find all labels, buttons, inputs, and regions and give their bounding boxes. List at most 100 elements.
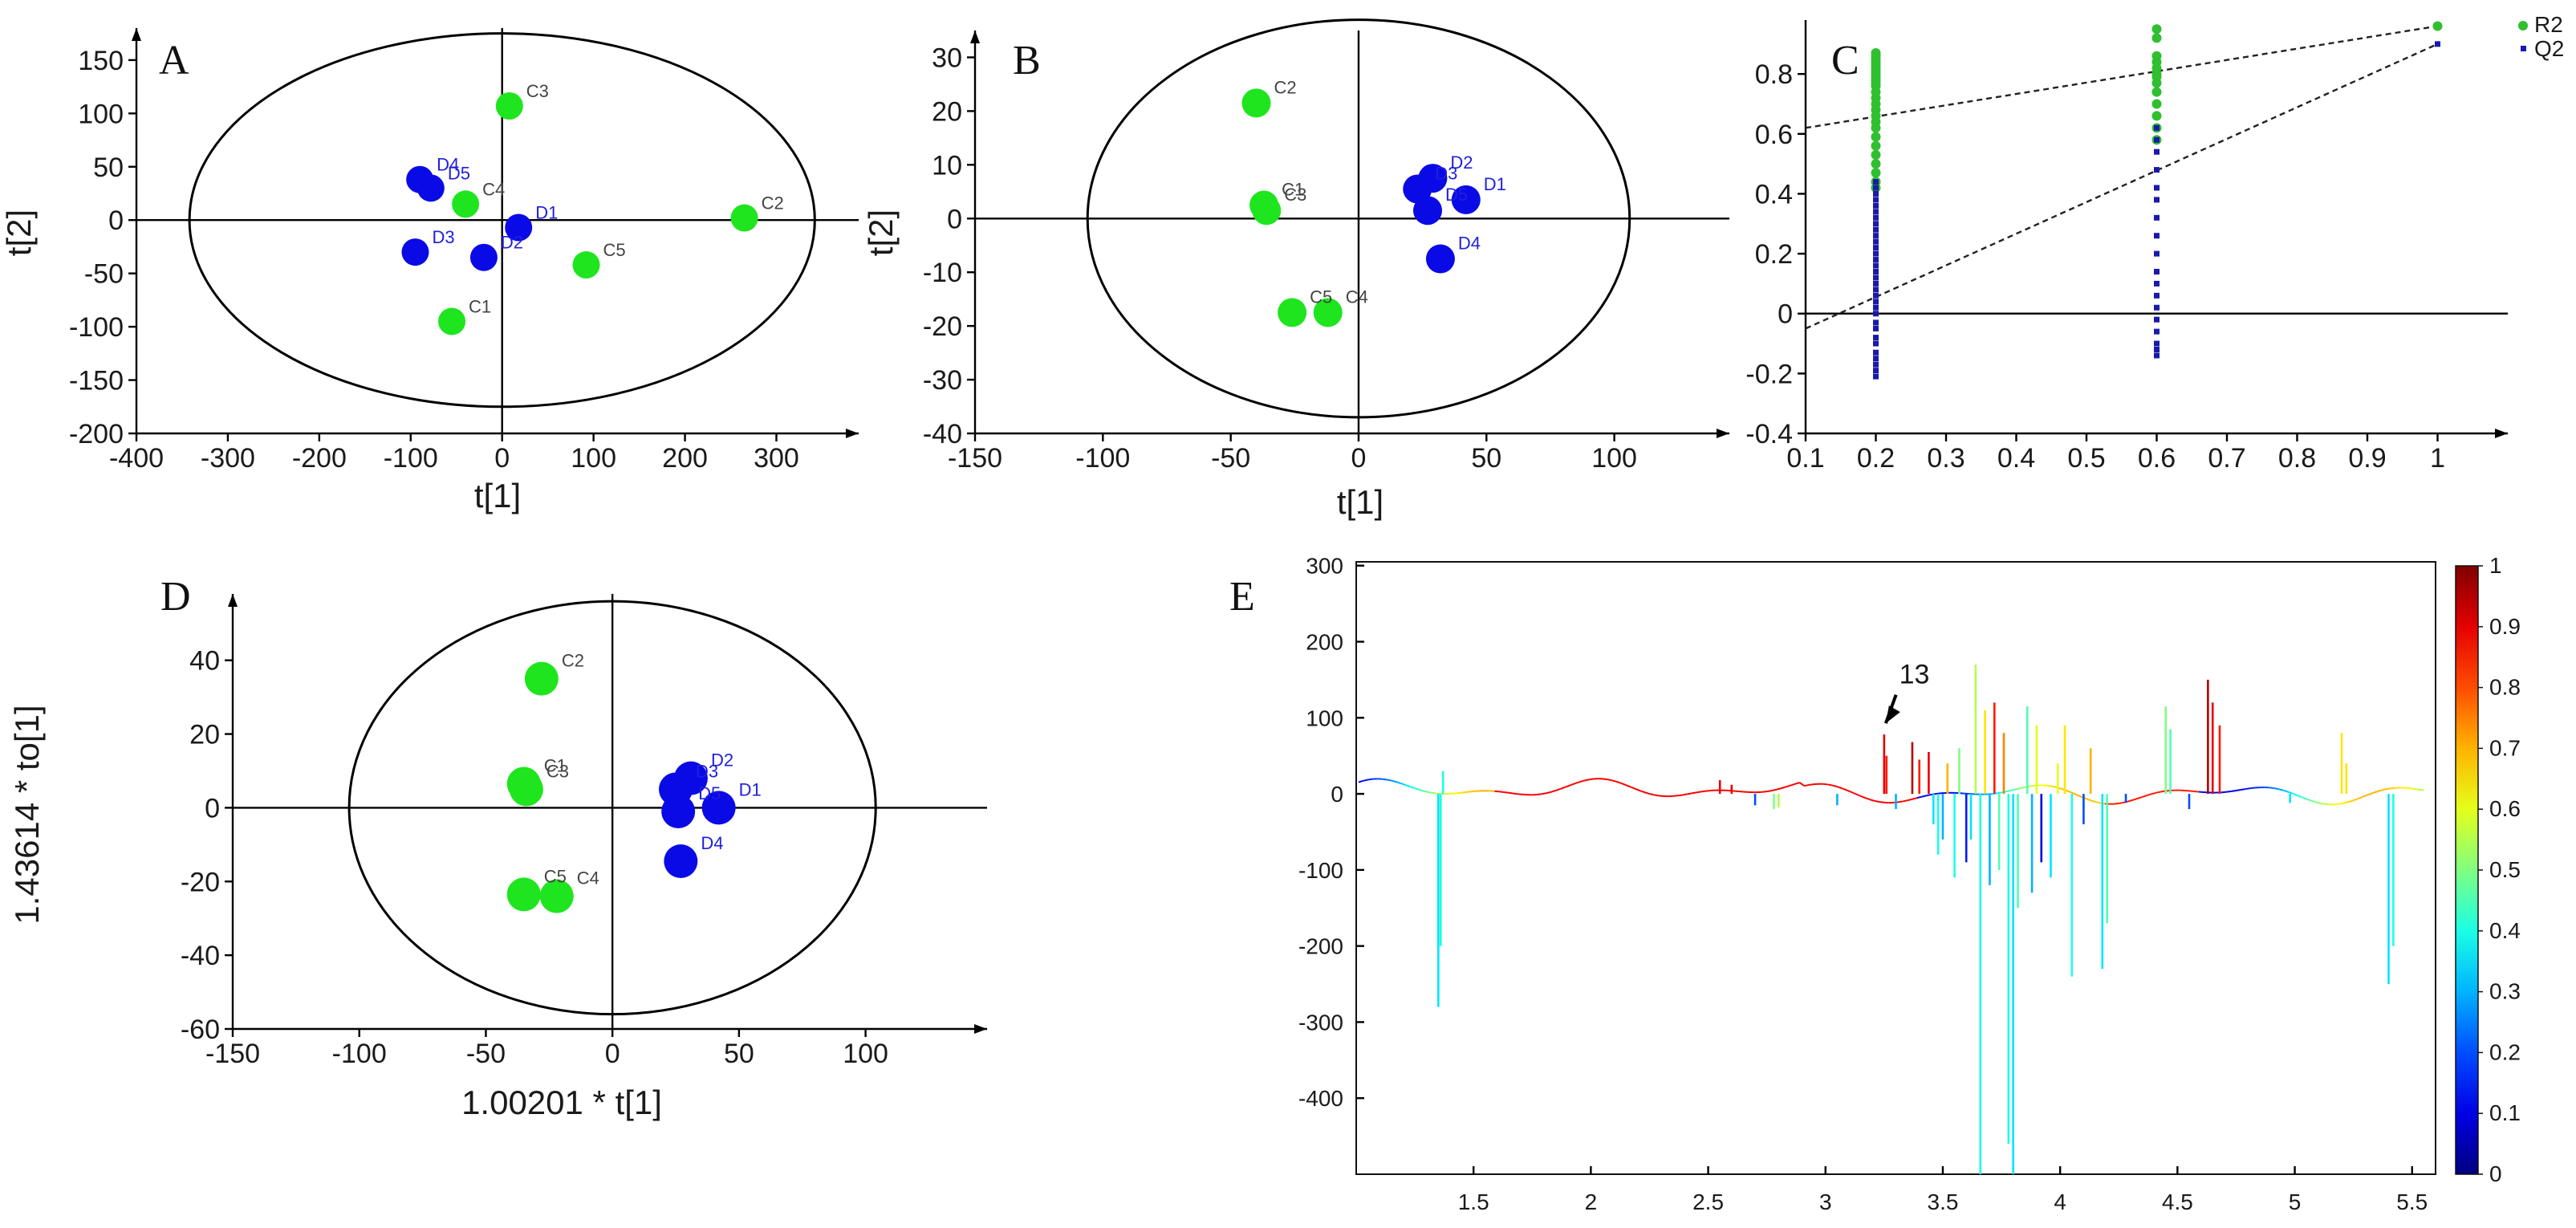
x-tick-label: 0.6 — [2138, 443, 2176, 474]
baseline-segment — [2414, 787, 2420, 791]
x-tick-label: -100 — [332, 1039, 387, 1069]
sample-label: C3 — [526, 81, 549, 101]
x-tick-label: -150 — [948, 443, 1002, 474]
r2-point — [1871, 48, 1881, 59]
baseline-segment — [2155, 791, 2162, 794]
colorbar-tick-label: 0 — [2489, 1161, 2502, 1186]
q2-point — [1873, 185, 1879, 191]
q2-point — [2154, 197, 2160, 203]
sample-point-c3 — [495, 92, 523, 120]
sample-point-c2 — [730, 204, 758, 232]
baseline-segment — [1546, 791, 1551, 795]
y-tick-label: 20 — [932, 96, 962, 127]
sample-label: C2 — [762, 193, 784, 213]
sample-point-d1 — [701, 791, 736, 825]
baseline-segment — [2076, 794, 2082, 798]
baseline-segment — [2287, 791, 2293, 795]
baseline-segment — [1822, 783, 1828, 786]
baseline-segment — [2090, 799, 2096, 803]
baseline-segment — [1921, 795, 1927, 798]
y-axis-title: t[2] — [862, 209, 900, 256]
y-axis-title: t[2] — [0, 209, 38, 256]
sample-point-d5 — [416, 174, 445, 202]
panel-letter: D — [160, 574, 191, 620]
r2-point — [1871, 168, 1881, 178]
sample-point-c4 — [452, 190, 480, 218]
baseline-segment — [1696, 791, 1701, 794]
q2-point — [1873, 179, 1879, 185]
r2-point — [2151, 51, 2162, 61]
y-axis-arrow — [132, 28, 141, 41]
q2-point — [2154, 280, 2160, 287]
q2-point — [1873, 373, 1879, 380]
q2-point — [1873, 233, 1879, 239]
y-tick-label: 0 — [1331, 782, 1343, 807]
baseline-segment — [1644, 791, 1650, 795]
baseline-segment — [2297, 794, 2302, 799]
sample-point-c2 — [524, 661, 559, 696]
y-tick-label: 200 — [1306, 630, 1343, 655]
baseline-segment — [1912, 797, 1918, 800]
q2-point — [1873, 287, 1879, 293]
y-axis-arrow — [970, 30, 980, 43]
x-tick-label: 0.4 — [1997, 443, 2035, 474]
q2-point — [2154, 185, 2160, 191]
baseline-segment — [1841, 787, 1847, 791]
q2-point — [1873, 335, 1879, 341]
baseline-segment — [2010, 788, 2016, 791]
x-tick-label: 300 — [754, 443, 799, 474]
y-tick-label: -30 — [923, 365, 962, 396]
x-tick-label: 100 — [843, 1039, 888, 1069]
y-tick-label: -200 — [1298, 934, 1343, 959]
baseline-segment — [1903, 799, 1908, 803]
baseline-segment — [2095, 801, 2101, 804]
baseline-segment — [1363, 779, 1368, 782]
baseline-segment — [1382, 778, 1388, 781]
x-tick-label: 0 — [605, 1039, 620, 1069]
y-tick-label: 100 — [78, 99, 124, 129]
baseline-segment — [2127, 799, 2134, 803]
colorbar-tick-label: 0.8 — [2489, 675, 2521, 700]
sample-label: D4 — [437, 155, 459, 175]
x-axis-title: 1.00201 * t[1] — [461, 1084, 662, 1121]
q2-point — [2154, 347, 2160, 353]
sample-label: D5 — [698, 783, 721, 803]
x-tick-label: 2.5 — [1692, 1189, 1724, 1214]
x-tick-label: -100 — [1075, 443, 1130, 474]
q2-point — [1873, 361, 1879, 368]
baseline-segment — [1799, 782, 1806, 787]
r2-point — [1871, 149, 1881, 160]
r2-point — [1871, 132, 1881, 142]
colorbar-tick-label: 0.6 — [2489, 796, 2521, 821]
sample-label: D3 — [432, 227, 454, 247]
baseline-segment — [1809, 783, 1814, 786]
x-tick-label: 2 — [1585, 1189, 1598, 1214]
baseline-segment — [1611, 779, 1617, 783]
y-axis-title: 1.43614 * to[1] — [8, 705, 46, 924]
x-tick-label: -200 — [292, 443, 347, 474]
baseline-segment — [1630, 786, 1636, 790]
sample-point-c3 — [509, 772, 543, 807]
x-tick-label: -50 — [1211, 443, 1250, 474]
baseline-segment — [1936, 792, 1941, 795]
baseline-segment — [1682, 793, 1688, 796]
baseline-segment — [1466, 791, 1472, 793]
baseline-segment — [2277, 788, 2284, 791]
baseline-segment — [1428, 791, 1434, 795]
baseline-segment — [2241, 788, 2246, 791]
y-tick-label: 40 — [189, 646, 220, 677]
panel-letter: C — [1831, 38, 1859, 83]
baseline-segment — [2371, 791, 2378, 795]
legend-r2-label: R2 — [2534, 12, 2563, 37]
y-tick-label: 0.8 — [1755, 59, 1793, 90]
sample-point-d3 — [1403, 174, 1432, 204]
q2-point — [1873, 274, 1879, 281]
y-tick-label: 150 — [78, 46, 124, 76]
legend-q2-label: Q2 — [2534, 36, 2564, 61]
baseline-segment — [1639, 790, 1645, 794]
y-tick-label: 0 — [108, 205, 124, 236]
sample-point-d2 — [469, 243, 498, 271]
y-tick-label: 0.6 — [1755, 120, 1793, 150]
baseline-segment — [1616, 780, 1622, 784]
x-tick-label: 50 — [1471, 443, 1501, 474]
